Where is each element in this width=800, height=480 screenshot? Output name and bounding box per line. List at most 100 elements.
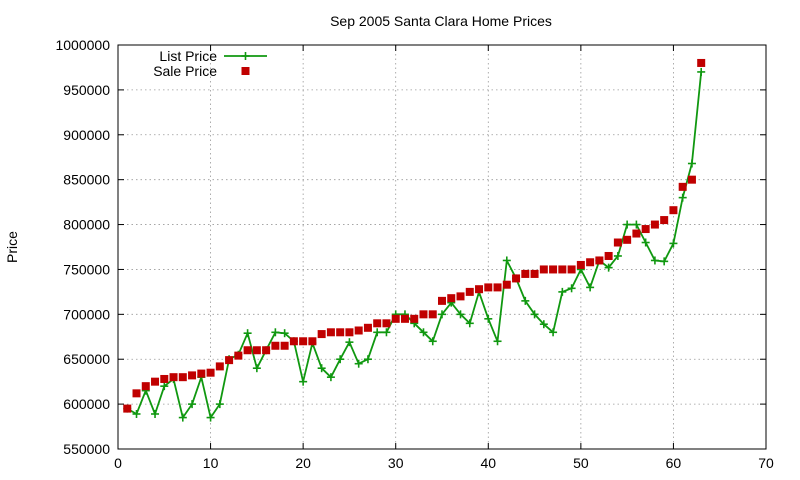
legend-swatch-sale-price bbox=[241, 67, 250, 75]
y-tick-label: 950000 bbox=[63, 82, 110, 98]
list-price-point bbox=[132, 409, 141, 418]
list-price-point bbox=[530, 310, 539, 319]
sale-price-point bbox=[382, 319, 391, 328]
list-price-point bbox=[586, 283, 595, 292]
sale-price-point bbox=[493, 283, 502, 292]
list-price-point bbox=[243, 329, 252, 338]
legend-label-list-price: List Price bbox=[159, 48, 217, 64]
y-tick-label: 600000 bbox=[63, 396, 110, 412]
list-price-point bbox=[206, 413, 215, 422]
list-price-point bbox=[484, 314, 493, 323]
list-price-point bbox=[326, 373, 335, 382]
sale-price-point bbox=[215, 362, 224, 371]
sale-price-point bbox=[484, 283, 493, 292]
list-price-point bbox=[567, 284, 576, 293]
x-tick-label: 0 bbox=[114, 455, 122, 471]
list-price-point bbox=[419, 328, 428, 337]
sale-price-point bbox=[391, 314, 400, 323]
sale-price-point bbox=[197, 369, 206, 378]
sale-price-point bbox=[160, 374, 169, 383]
x-tick-label: 30 bbox=[388, 455, 404, 471]
list-price-point bbox=[188, 400, 197, 409]
sale-price-point bbox=[410, 314, 419, 323]
sale-price-point bbox=[206, 368, 215, 377]
list-price-point bbox=[521, 296, 530, 305]
x-tick-label: 50 bbox=[573, 455, 589, 471]
sale-price-point bbox=[400, 314, 409, 323]
sale-price-point bbox=[363, 323, 372, 332]
sale-price-point bbox=[613, 238, 622, 247]
sale-price-point bbox=[336, 328, 345, 337]
sale-price-point bbox=[678, 182, 687, 191]
list-price-point bbox=[539, 320, 548, 329]
sale-price-point bbox=[178, 373, 187, 382]
list-price-point bbox=[697, 67, 706, 76]
sale-price-point bbox=[262, 346, 271, 355]
list-price-point bbox=[354, 359, 363, 368]
list-price-point bbox=[604, 263, 613, 272]
list-price-point bbox=[299, 377, 308, 386]
list-price-point bbox=[493, 337, 502, 346]
sale-price-point bbox=[188, 371, 197, 380]
sale-price-point bbox=[632, 229, 641, 238]
list-price-point bbox=[252, 364, 261, 373]
sale-price-point bbox=[299, 337, 308, 346]
sale-price-point bbox=[539, 265, 548, 274]
sale-price-point bbox=[280, 341, 289, 350]
list-price-point bbox=[438, 310, 446, 319]
sale-price-point bbox=[595, 256, 604, 265]
list-price-point bbox=[549, 328, 558, 337]
sale-price-point bbox=[326, 328, 335, 337]
list-price-point bbox=[317, 364, 326, 373]
x-tick-label: 40 bbox=[480, 455, 496, 471]
list-price-point bbox=[215, 400, 224, 409]
sale-price-point bbox=[252, 346, 261, 355]
sale-price-point bbox=[567, 265, 576, 274]
list-price-point bbox=[178, 413, 187, 422]
sale-price-point bbox=[308, 337, 317, 346]
sale-price-point bbox=[354, 326, 363, 335]
list-price-point bbox=[660, 257, 669, 266]
sale-price-point bbox=[132, 389, 141, 398]
x-tick-label: 10 bbox=[203, 455, 219, 471]
x-tick-label: 20 bbox=[295, 455, 311, 471]
sale-price-point bbox=[438, 296, 446, 305]
y-tick-label: 750000 bbox=[63, 261, 110, 277]
list-price-point bbox=[271, 328, 280, 337]
axis-ticks: 550000 600000 650000 700000 750000 800000 8500… bbox=[55, 37, 774, 471]
sale-price-point bbox=[641, 225, 650, 234]
sale-price-point bbox=[123, 404, 132, 413]
list-price-point bbox=[345, 338, 354, 347]
sale-price-point bbox=[521, 269, 530, 278]
sale-price-point bbox=[475, 285, 484, 294]
sale-price-point bbox=[576, 260, 585, 269]
sale-price-point bbox=[512, 274, 521, 283]
sale-price-point bbox=[623, 235, 632, 244]
sale-price-point bbox=[317, 330, 326, 339]
list-price-point bbox=[687, 159, 696, 168]
list-price-point bbox=[151, 409, 160, 418]
list-price-point bbox=[382, 328, 391, 337]
sale-price-point bbox=[289, 337, 298, 346]
x-tick-label: 60 bbox=[666, 455, 682, 471]
list-price-point bbox=[363, 355, 372, 364]
list-price-point bbox=[160, 382, 169, 391]
list-price-point bbox=[465, 319, 474, 328]
sale-price-point bbox=[419, 310, 428, 319]
list-price-point bbox=[669, 239, 678, 248]
y-axis-label: Price bbox=[4, 231, 20, 263]
sale-price-point bbox=[243, 346, 252, 355]
chart-title: Sep 2005 Santa Clara Home Prices bbox=[330, 13, 552, 29]
sale-price-point bbox=[151, 377, 160, 386]
sale-price-point bbox=[141, 382, 150, 391]
sale-price-point bbox=[447, 294, 456, 303]
sale-price-point bbox=[687, 175, 696, 184]
sale-price-point bbox=[549, 265, 558, 274]
sale-price-point bbox=[502, 280, 511, 289]
legend-marker-list-price bbox=[241, 52, 250, 60]
sale-price-point bbox=[225, 356, 234, 365]
sale-price-point bbox=[465, 287, 474, 296]
sale-price-point bbox=[586, 258, 595, 267]
list-price-point bbox=[650, 256, 659, 265]
